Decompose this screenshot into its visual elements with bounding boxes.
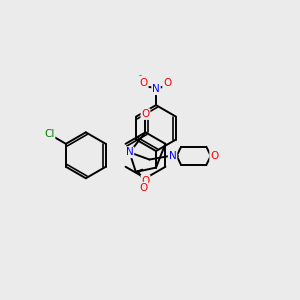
Text: O: O <box>140 78 148 88</box>
Text: N: N <box>152 84 160 94</box>
Text: O: O <box>141 176 150 186</box>
Text: O: O <box>210 151 218 161</box>
Text: N: N <box>126 147 134 157</box>
Text: N: N <box>169 151 176 161</box>
Text: -: - <box>139 71 142 80</box>
Text: +: + <box>161 79 167 85</box>
Text: Cl: Cl <box>44 129 55 139</box>
Text: O: O <box>163 78 171 88</box>
Text: O: O <box>141 109 150 119</box>
Text: O: O <box>140 183 148 193</box>
